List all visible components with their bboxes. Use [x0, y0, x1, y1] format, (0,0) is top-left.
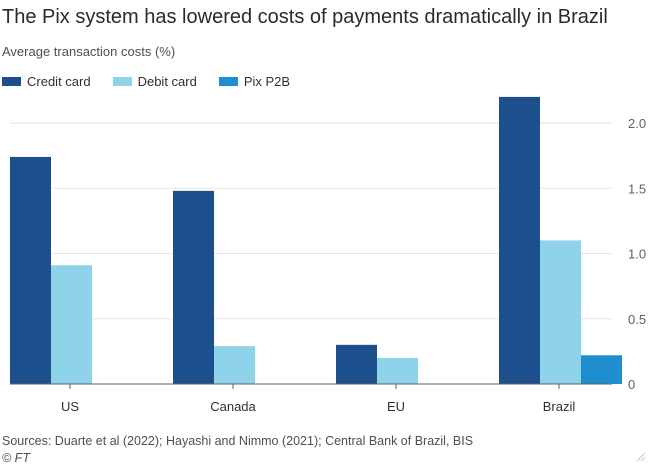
legend-item-credit-card: Credit card [2, 74, 91, 89]
chart-subtitle: Average transaction costs (%) [2, 44, 176, 59]
bar-pix-p2b-brazil [581, 355, 622, 384]
legend: Credit card Debit card Pix P2B [2, 74, 312, 89]
bar-credit-card-canada [173, 190, 214, 384]
y-tick-label: 1.5 [628, 181, 646, 196]
x-tick-label: EU [387, 399, 405, 414]
resize-corner-icon [636, 452, 646, 462]
legend-item-debit-card: Debit card [112, 74, 197, 89]
legend-swatch-pix-p2b [218, 77, 238, 86]
x-tick-label: US [61, 399, 79, 414]
chart-title: The Pix system has lowered costs of paym… [2, 6, 608, 28]
y-tick-label: 0 [628, 377, 635, 392]
bar-debit-card-us [51, 265, 92, 384]
legend-swatch-credit-card [2, 77, 21, 86]
x-tick-label: Canada [210, 399, 256, 414]
bar-debit-card-canada [214, 346, 255, 384]
bar-credit-card-brazil [499, 96, 540, 385]
bar-credit-card-eu [336, 344, 377, 384]
legend-label-debit-card: Debit card [137, 74, 197, 89]
y-tick-label: 2.0 [628, 116, 646, 131]
legend-label-pix-p2b: Pix P2B [243, 74, 291, 89]
y-tick-label: 0.5 [628, 312, 646, 327]
legend-swatch-debit-card [112, 77, 132, 86]
x-tick-label: Brazil [543, 399, 576, 414]
credit-note: © FT [2, 451, 30, 465]
bar-debit-card-eu [377, 357, 418, 384]
source-note: Sources: Duarte et al (2022); Hayashi an… [2, 434, 474, 448]
y-tick-label: 1.0 [628, 247, 646, 262]
legend-label-credit-card: Credit card [27, 74, 91, 89]
bar-debit-card-brazil [540, 240, 581, 384]
legend-item-pix-p2b: Pix P2B [218, 74, 291, 89]
bar-credit-card-us [10, 156, 51, 384]
